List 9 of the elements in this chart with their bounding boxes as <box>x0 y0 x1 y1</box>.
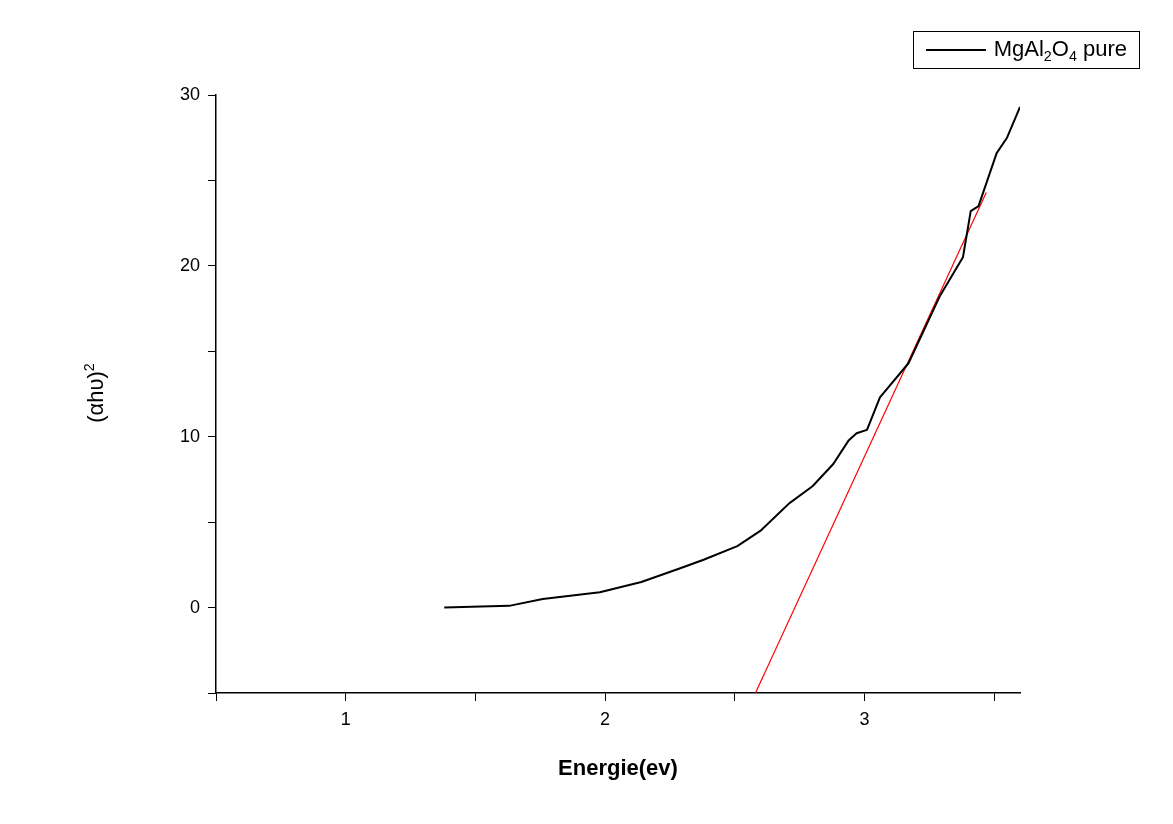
x-axis-title: Energie(ev) <box>557 755 679 781</box>
x-tick-label: 2 <box>600 708 611 729</box>
y-tick-label: 0 <box>189 596 200 617</box>
x-tick-label: 1 <box>340 708 351 729</box>
y-tick-label: 20 <box>179 254 200 275</box>
y-tick-label: 10 <box>179 425 200 446</box>
x-tick-label: 3 <box>859 708 870 729</box>
legend-label: MgAl$_{2}$O$_{4}$ pure <box>993 36 1127 65</box>
y-tick-label: 30 <box>179 83 200 104</box>
